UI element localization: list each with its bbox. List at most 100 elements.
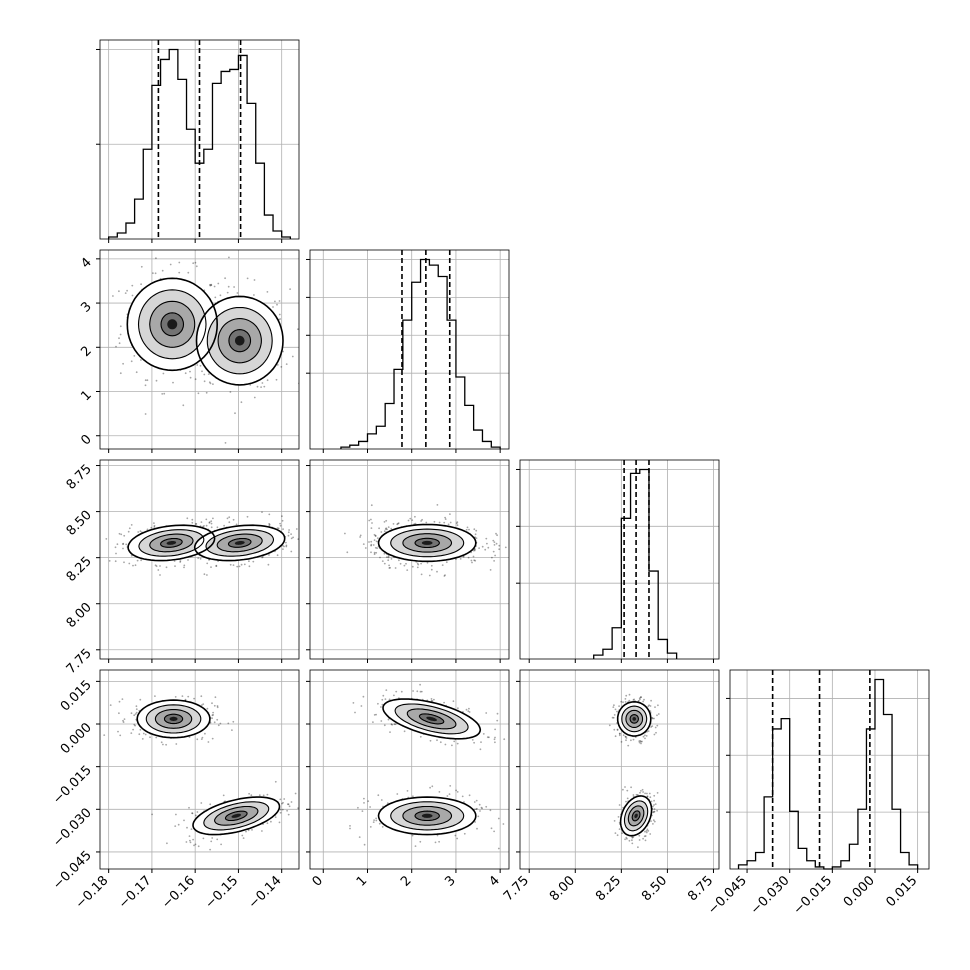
sample-point bbox=[122, 547, 124, 550]
joint-frame bbox=[309, 459, 510, 660]
contour-line bbox=[145, 704, 202, 734]
sample-point bbox=[209, 284, 212, 287]
sample-point bbox=[625, 836, 628, 839]
sample-point bbox=[474, 821, 476, 823]
sample-point bbox=[468, 707, 470, 710]
sample-point bbox=[644, 737, 646, 740]
sample-point bbox=[212, 711, 215, 714]
sample-point bbox=[118, 337, 120, 340]
sample-point bbox=[120, 533, 123, 536]
sample-point bbox=[451, 744, 453, 747]
contour-line bbox=[394, 703, 469, 735]
sample-point bbox=[468, 528, 470, 531]
sample-point bbox=[115, 552, 117, 555]
sample-point bbox=[363, 802, 365, 804]
sample-point bbox=[266, 822, 269, 825]
sample-point bbox=[109, 704, 112, 706]
sample-point bbox=[200, 521, 203, 523]
sample-point bbox=[159, 565, 161, 567]
sample-point bbox=[387, 559, 390, 562]
sample-point bbox=[638, 834, 641, 837]
contour-line bbox=[625, 709, 644, 728]
sample-point bbox=[193, 844, 195, 847]
sample-point bbox=[285, 545, 288, 548]
sample-point bbox=[253, 279, 256, 281]
sample-point bbox=[122, 543, 124, 545]
sample-point bbox=[475, 537, 478, 539]
sample-point bbox=[130, 554, 133, 557]
sample-point bbox=[642, 791, 644, 793]
sample-point bbox=[140, 283, 143, 286]
sample-point bbox=[375, 817, 377, 820]
sample-point bbox=[653, 808, 656, 810]
sample-point bbox=[123, 561, 125, 564]
sample-point bbox=[407, 519, 410, 522]
sample-point bbox=[479, 810, 481, 812]
sample-point bbox=[208, 559, 210, 561]
contour-line bbox=[402, 533, 453, 553]
sample-point bbox=[624, 786, 626, 788]
sample-point bbox=[274, 816, 277, 818]
sample-point bbox=[375, 540, 378, 543]
sample-point bbox=[488, 736, 490, 739]
joint-frame bbox=[99, 669, 300, 870]
sample-point bbox=[150, 526, 153, 529]
sample-point bbox=[649, 705, 652, 707]
sample-point bbox=[473, 801, 476, 803]
sample-point bbox=[138, 733, 141, 736]
sample-point bbox=[389, 731, 391, 733]
sample-point bbox=[625, 694, 628, 697]
sample-point bbox=[179, 561, 182, 563]
sample-point bbox=[144, 413, 147, 415]
sample-point bbox=[261, 511, 263, 513]
sample-point bbox=[187, 695, 190, 698]
sample-point bbox=[384, 698, 387, 700]
sample-point bbox=[478, 547, 480, 549]
sample-point bbox=[491, 556, 493, 559]
sample-point bbox=[256, 385, 259, 388]
density-core bbox=[634, 813, 638, 818]
sample-point bbox=[411, 834, 414, 837]
sample-point bbox=[643, 698, 645, 701]
hist-panel-3 bbox=[516, 459, 720, 663]
sample-point bbox=[627, 744, 630, 747]
sample-point bbox=[477, 815, 480, 818]
sample-point bbox=[657, 704, 659, 707]
sample-point bbox=[154, 564, 157, 567]
sample-point bbox=[122, 542, 125, 545]
sample-point bbox=[214, 296, 217, 299]
sample-point bbox=[122, 719, 124, 722]
sample-point bbox=[276, 527, 279, 529]
sample-point bbox=[498, 544, 501, 547]
sample-point bbox=[200, 802, 203, 804]
sample-point bbox=[191, 521, 194, 524]
sample-point bbox=[219, 722, 222, 725]
sample-point bbox=[388, 698, 391, 701]
sample-point bbox=[396, 523, 399, 526]
sample-point bbox=[657, 713, 660, 715]
sample-point bbox=[645, 735, 648, 737]
contour-line bbox=[127, 524, 216, 562]
sample-point bbox=[250, 794, 253, 797]
sample-point bbox=[608, 724, 611, 727]
sample-point bbox=[406, 790, 409, 792]
sample-point bbox=[632, 699, 635, 701]
sample-point bbox=[635, 793, 638, 796]
sample-point bbox=[279, 522, 281, 525]
sample-point bbox=[475, 808, 477, 811]
sample-point bbox=[140, 265, 143, 268]
sample-point bbox=[174, 565, 176, 567]
sample-point bbox=[208, 381, 211, 384]
sample-point bbox=[195, 523, 198, 525]
sample-point bbox=[191, 812, 194, 814]
sample-point bbox=[471, 739, 474, 741]
sample-point bbox=[394, 723, 397, 726]
sample-point bbox=[648, 704, 650, 707]
sample-point bbox=[146, 528, 149, 531]
sample-point bbox=[188, 806, 190, 809]
sample-point bbox=[128, 527, 131, 530]
contour-line bbox=[149, 533, 194, 553]
sample-point bbox=[210, 840, 213, 843]
density-core bbox=[235, 335, 245, 346]
